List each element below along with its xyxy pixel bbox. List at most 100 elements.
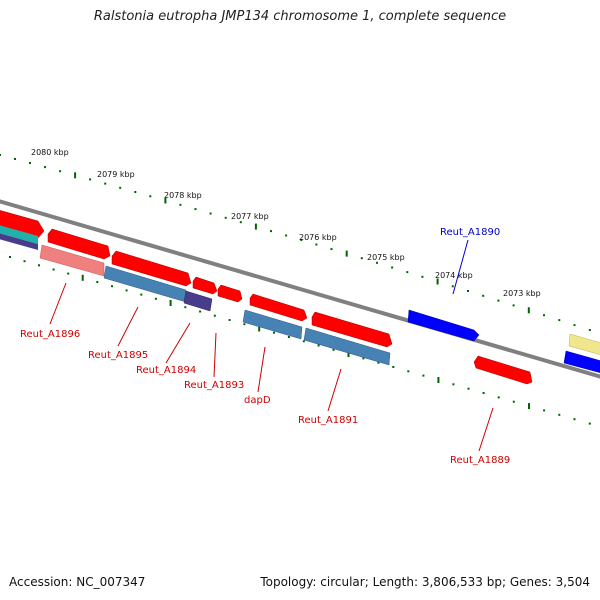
minor-tick — [184, 306, 187, 309]
minor-tick — [452, 383, 455, 386]
gene-arrow-steel-1892 — [242, 309, 303, 340]
minor-tick — [482, 294, 485, 297]
minor-tick — [23, 260, 26, 263]
gene-label-1889[interactable]: Reut_A1889 — [450, 455, 510, 466]
leader-1890 — [452, 239, 469, 295]
minor-tick — [543, 314, 545, 317]
minor-tick — [497, 396, 500, 399]
gene-label-1895[interactable]: Reut_A1895 — [88, 350, 148, 361]
tick-label-2074: 2074 kbp — [435, 271, 473, 280]
inner-tick-ring — [9, 256, 591, 425]
minor-tick — [104, 182, 107, 185]
major-tick — [254, 223, 257, 230]
accession-value: NC_007347 — [76, 575, 146, 589]
tick-label-2077: 2077 kbp — [231, 212, 269, 221]
gene-label-1890[interactable]: Reut_A1890 — [440, 227, 500, 238]
minor-tick — [573, 418, 576, 421]
length-label: Length: — [372, 575, 419, 589]
minor-tick — [194, 208, 197, 211]
minor-tick — [199, 310, 202, 313]
tick-label-2073: 2073 kbp — [503, 289, 541, 298]
gene-arrow-1890[interactable] — [407, 309, 480, 342]
major-tick — [169, 300, 172, 306]
leader-1891 — [327, 368, 342, 412]
minor-tick — [302, 340, 305, 343]
minor-tick — [482, 392, 485, 394]
gene-label-1891[interactable]: Reut_A1891 — [298, 415, 358, 426]
minor-tick — [67, 272, 70, 275]
minor-tick — [421, 275, 424, 278]
tick-label-2078: 2078 kbp — [164, 191, 202, 200]
minor-tick — [300, 239, 303, 241]
left-edge-features — [0, 210, 45, 250]
gene-arrow-1891[interactable] — [303, 327, 391, 366]
length-value: 3,806,533 bp — [421, 575, 502, 589]
major-tick — [345, 250, 348, 257]
minor-tick — [111, 285, 113, 288]
gene-arrow-1889[interactable] — [473, 355, 533, 385]
leader-1893 — [213, 332, 217, 378]
gene-arrow-1896[interactable] — [39, 244, 105, 277]
minor-tick — [273, 331, 275, 334]
map-title: Ralstonia eutropha JMP134 chromosome 1, … — [93, 9, 507, 24]
minor-tick — [376, 261, 378, 264]
accession-info: Accession: NC_007347 — [9, 575, 145, 589]
minor-tick — [9, 256, 11, 258]
minor-tick — [391, 266, 394, 269]
leader-1894 — [165, 322, 191, 364]
minor-tick — [14, 158, 16, 160]
minor-tick — [125, 289, 128, 292]
minor-tick — [38, 264, 40, 267]
minor-tick — [558, 319, 561, 322]
leader-dapD — [257, 346, 266, 393]
minor-tick — [224, 216, 227, 219]
minor-tick — [406, 271, 409, 274]
major-tick — [164, 197, 167, 204]
minor-tick — [287, 336, 290, 338]
minor-tick — [330, 248, 333, 251]
minor-tick — [315, 243, 318, 246]
gene-arrow-1891-upper — [311, 311, 393, 348]
minor-tick — [0, 154, 1, 156]
minor-tick — [179, 203, 182, 206]
minor-tick — [154, 297, 157, 300]
chromosome-backbone — [0, 199, 600, 379]
leader-1889 — [478, 407, 494, 452]
minor-tick — [228, 319, 231, 321]
gene-arrow-dapD[interactable] — [217, 284, 243, 303]
minor-tick — [149, 195, 152, 198]
minor-tick — [377, 361, 380, 364]
gene-features — [39, 228, 600, 385]
leader-1896 — [49, 282, 67, 325]
minor-tick — [89, 178, 92, 181]
minor-tick — [573, 324, 576, 327]
gene-arrow-1895-upper — [111, 250, 192, 287]
minor-tick — [213, 314, 216, 317]
feature-fragment-slate — [0, 233, 38, 250]
major-tick — [81, 274, 84, 281]
minor-tick — [407, 370, 410, 373]
major-tick — [527, 307, 530, 314]
gene-label-1894[interactable]: Reut_A1894 — [136, 365, 196, 376]
gene-label-dapD[interactable]: dapD — [244, 395, 271, 406]
major-tick — [74, 172, 77, 179]
minor-tick — [558, 413, 561, 416]
minor-tick — [317, 344, 320, 347]
major-tick — [528, 403, 530, 410]
gene-arrow-1896-upper — [47, 228, 111, 260]
outer-tick-ring — [0, 154, 591, 331]
gene-arrow-1894[interactable] — [183, 290, 213, 312]
minor-tick — [588, 329, 591, 331]
leader-1895 — [117, 306, 139, 347]
minor-tick — [362, 357, 365, 360]
genes-label: Genes: — [509, 575, 552, 589]
label-leaders — [49, 239, 494, 452]
minor-tick — [270, 230, 272, 233]
minor-tick — [140, 293, 143, 296]
minor-tick — [392, 366, 395, 368]
gene-label-1896[interactable]: Reut_A1896 — [20, 329, 80, 340]
gene-arrow-1893[interactable] — [192, 276, 218, 295]
gene-label-1893[interactable]: Reut_A1893 — [184, 380, 244, 391]
gene-arrow-right-yellow — [568, 333, 600, 355]
